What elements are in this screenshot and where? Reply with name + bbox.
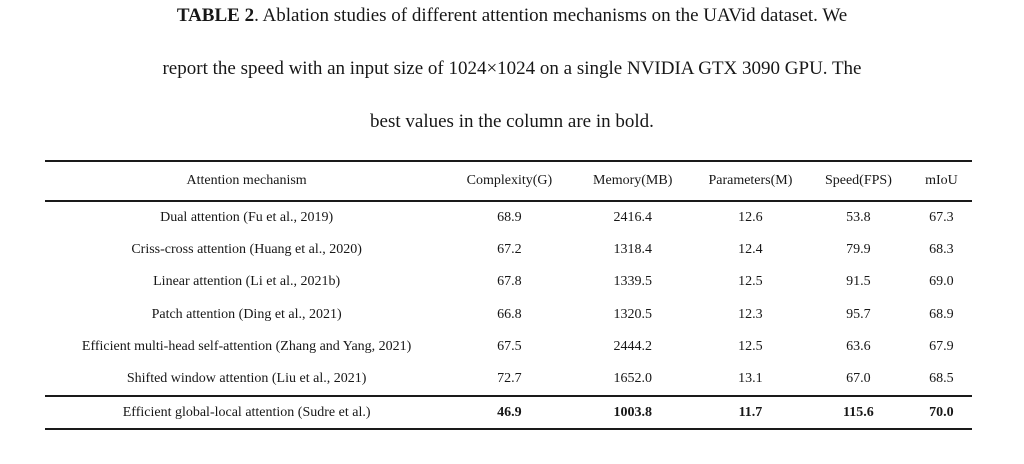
row-label: Criss-cross attention (Huang et al., 202…: [131, 241, 362, 257]
column-header-complexity: Complexity(G): [448, 161, 571, 202]
table-body: Dual attention (Fu et al., 2019) 68.9 2416…: [45, 201, 972, 429]
cell-value: 115.6: [806, 395, 911, 429]
cell-value: 67.8: [497, 274, 522, 290]
column-header-speed: Speed(FPS): [806, 161, 911, 202]
table-row: Dual attention (Fu et al., 2019) 68.9 2416…: [45, 201, 972, 234]
table-header-row: Attention mechanism Complexity(G) Memory…: [45, 161, 972, 202]
cell-value: 1652.0: [613, 371, 652, 387]
ablation-table: Attention mechanism Complexity(G) Memory…: [45, 160, 972, 430]
cell-value: 12.6: [738, 209, 763, 225]
caption-line-1-text: . Ablation studies of different attentio…: [254, 5, 848, 26]
cell-value: 67.5: [497, 339, 522, 355]
table-row: Efficient multi-head self-attention (Zha…: [45, 331, 972, 364]
cell-value: 11.7: [694, 395, 807, 429]
cell-value: 1003.8: [570, 395, 695, 429]
table-row: Shifted window attention (Liu et al., 20…: [45, 364, 972, 397]
cell-value: 67.0: [846, 371, 871, 387]
table-row: Efficient global-local attention (Sudre …: [45, 395, 972, 429]
column-header-attention-mechanism: Attention mechanism: [45, 161, 449, 202]
caption-line-3: best values in the column are in bold.: [370, 111, 654, 132]
cell-value: 95.7: [846, 306, 871, 322]
column-header-memory: Memory(MB): [570, 161, 695, 202]
row-label: Patch attention (Ding et al., 2021): [151, 306, 342, 322]
cell-value: 53.8: [846, 209, 871, 225]
cell-value: 69.0: [929, 274, 954, 290]
cell-value: 72.7: [497, 371, 522, 387]
cell-value: 68.9: [497, 209, 522, 225]
column-header-parameters: Parameters(M): [694, 161, 807, 202]
caption-line-2: report the speed with an input size of 1…: [162, 58, 862, 79]
table-caption: TABLE 2. Ablation studies of different a…: [0, 4, 1024, 163]
cell-value: 67.3: [929, 209, 954, 225]
cell-value: 67.9: [929, 339, 954, 355]
cell-value: 12.4: [738, 241, 763, 257]
table-row: Linear attention (Li et al., 2021b) 67.8 1…: [45, 266, 972, 299]
cell-value: 68.3: [929, 241, 954, 257]
cell-value: 68.9: [929, 306, 954, 322]
cell-value: 13.1: [738, 371, 763, 387]
cell-value: 12.3: [738, 306, 763, 322]
row-label: Linear attention (Li et al., 2021b): [153, 274, 341, 290]
table-row: Patch attention (Ding et al., 2021) 66.8 1…: [45, 299, 972, 332]
column-header-miou: mIoU: [910, 161, 972, 202]
cell-value: 46.9: [448, 395, 571, 429]
cell-value: 12.5: [738, 274, 763, 290]
cell-value: 67.2: [497, 241, 522, 257]
cell-value: 1318.4: [613, 241, 652, 257]
ablation-table-grid: Attention mechanism Complexity(G) Memory…: [45, 160, 972, 430]
caption-line-1: TABLE 2. Ablation studies of different a…: [0, 4, 1024, 28]
table-row: Criss-cross attention (Huang et al., 202…: [45, 234, 972, 267]
row-label: Efficient multi-head self-attention (Zha…: [81, 339, 412, 355]
cell-value: 2444.2: [613, 339, 652, 355]
cell-value: 79.9: [846, 241, 871, 257]
cell-value: 91.5: [846, 274, 871, 290]
cell-value: 12.5: [738, 339, 763, 355]
cell-value: 63.6: [846, 339, 871, 355]
cell-value: 2416.4: [613, 209, 652, 225]
cell-value: 1339.5: [613, 274, 652, 290]
row-label: Efficient global-local attention (Sudre …: [45, 395, 449, 429]
cell-value: 66.8: [497, 306, 522, 322]
cell-value: 68.5: [929, 371, 954, 387]
cell-value: 70.0: [910, 395, 972, 429]
row-label: Shifted window attention (Liu et al., 20…: [126, 371, 367, 387]
row-label: Dual attention (Fu et al., 2019): [160, 209, 334, 225]
cell-value: 1320.5: [613, 306, 652, 322]
caption-table-number: TABLE 2: [176, 5, 255, 26]
